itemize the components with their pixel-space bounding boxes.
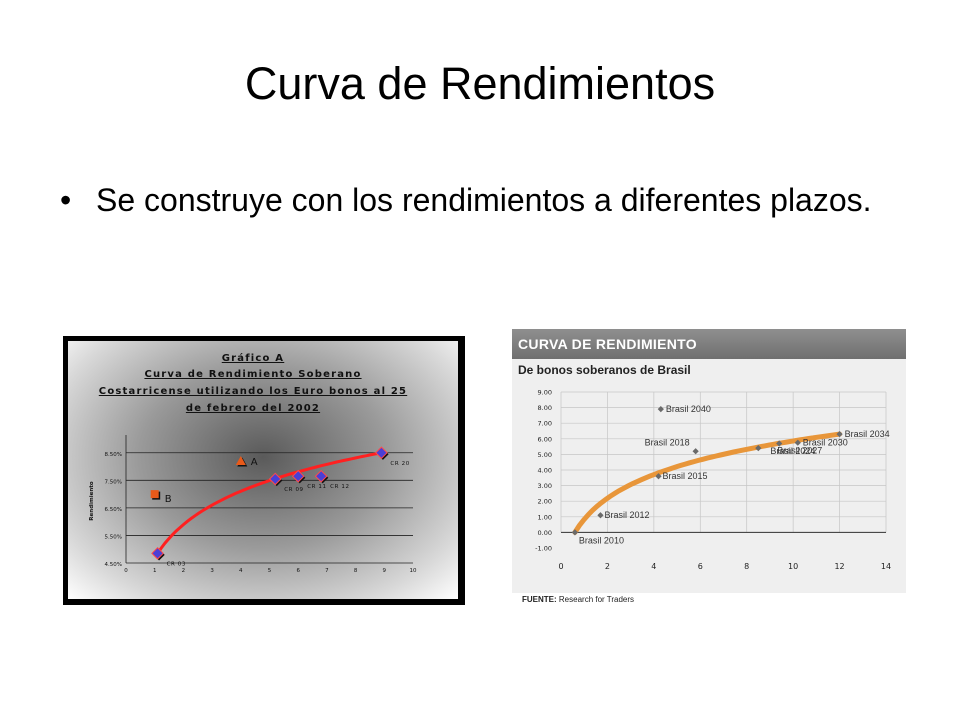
y-tick-label: 8.00 [538, 404, 552, 412]
chart-brasil-source: FUENTE: Research for Traders [522, 595, 634, 604]
chart-brasil-source-text: Research for Traders [558, 595, 635, 604]
data-point-label: Brasil 2012 [604, 510, 649, 520]
outlier-marker [235, 456, 246, 466]
data-point-label: Brasil 2010 [579, 535, 624, 545]
x-tick-label: 1 [153, 568, 157, 574]
chart-costa-rica-svg: Gráfico A Curva de Rendimiento Soberano Co… [89, 352, 417, 574]
y-tick-label: 1.00 [538, 513, 552, 521]
trend-line [572, 431, 843, 535]
y-tick-label: 0.00 [538, 529, 552, 537]
x-tick-label: 14 [881, 562, 891, 571]
x-tick-label: 2 [605, 562, 610, 571]
data-point [597, 512, 604, 519]
bullet-text: Se construye con los rendimientos a dife… [96, 182, 872, 218]
outlier-label: A [251, 457, 258, 468]
y-tick-label: 4.00 [538, 467, 552, 475]
x-tick-label: 3 [210, 568, 214, 574]
chart-title-line: Gráfico A [222, 352, 285, 364]
x-tick-label: 8 [354, 568, 358, 574]
data-point [268, 472, 282, 486]
x-tick-label: 2 [182, 568, 186, 574]
bullet-dot-icon: • [60, 182, 72, 218]
trend-line [156, 451, 382, 555]
outlier-label: B [165, 494, 172, 505]
y-tick-label: 8.50% [105, 452, 122, 458]
data-point-label: Brasil 2040 [666, 404, 711, 414]
x-tick-label: 0 [124, 568, 128, 574]
data-point-label: CR 09 [284, 487, 303, 493]
chart-brasil-background [512, 359, 906, 593]
y-axis-label: Rendimiento [89, 481, 95, 521]
x-tick-label: 10 [788, 562, 798, 571]
chart-title-line: Costarricense utilizando los Euro bonos … [99, 386, 407, 397]
chart-brasil-title: De bonos soberanos de Brasil [518, 363, 691, 377]
chart-brasil: CURVA DE RENDIMIENTO De bonos soberanos … [512, 329, 906, 608]
y-tick-label: 3.00 [538, 482, 552, 490]
x-tick-label: 6 [296, 568, 300, 574]
x-tick-label: 10 [410, 568, 417, 574]
data-point [836, 431, 843, 438]
x-tick-label: 12 [834, 562, 844, 571]
x-tick-label: 7 [325, 568, 329, 574]
chart-brasil-header: CURVA DE RENDIMIENTO [512, 329, 906, 359]
data-point [151, 546, 164, 560]
x-tick-label: 9 [383, 568, 387, 574]
y-tick-label: 7.00 [538, 420, 552, 428]
x-tick-label: 6 [698, 562, 703, 571]
chart-title-line: de febrero del 2002 [186, 403, 320, 414]
data-point-label: CR 03 [167, 561, 186, 567]
data-point-label: CR 20 [390, 461, 409, 467]
chart-costa-rica-plot: Gráfico A Curva de Rendimiento Soberano Co… [68, 341, 458, 599]
y-tick-label: 5.50% [105, 534, 122, 540]
y-tick-label: 7.50% [105, 479, 122, 485]
data-point-label: Brasil 2018 [645, 437, 690, 447]
chart-costa-rica: Gráfico A Curva de Rendimiento Soberano Co… [63, 336, 465, 605]
data-point [375, 446, 388, 460]
data-point-label: Brasil 2024 [770, 446, 815, 456]
data-point-label: CR 11 [307, 484, 326, 490]
x-tick-label: 8 [744, 562, 749, 571]
y-tick-label: 9.00 [538, 389, 552, 397]
data-point [291, 469, 305, 483]
data-point [314, 469, 328, 483]
y-tick-label: 2.00 [538, 498, 552, 506]
outlier-marker [150, 490, 159, 499]
data-point-label: Brasil 2034 [845, 429, 890, 439]
chart-brasil-source-label: FUENTE: [522, 595, 557, 604]
chart-title-line: Curva de Rendimiento Soberano [144, 369, 361, 380]
x-tick-label: 5 [268, 568, 272, 574]
y-tick-label: 6.00 [538, 435, 552, 443]
y-tick-label: 6.50% [105, 507, 122, 513]
x-tick-label: 0 [558, 562, 563, 571]
x-tick-label: 4 [651, 562, 656, 571]
data-point [657, 406, 664, 413]
data-point-label: CR 12 [330, 484, 349, 490]
chart-brasil-svg: 9.00 8.00 7.00 6.00 5.00 4.00 3.00 2.00 1.00 0.00… [535, 389, 891, 572]
data-point-label: Brasil 2030 [803, 438, 848, 448]
slide-title: Curva de Rendimientos [244, 58, 716, 109]
data-point-label: Brasil 2027 [777, 445, 822, 455]
y-tick-label: -1.00 [535, 545, 552, 553]
y-tick-label: 5.00 [538, 451, 552, 459]
data-point [692, 448, 699, 455]
y-tick-label: 4.50% [105, 562, 122, 568]
data-point-label: Brasil 2015 [663, 471, 708, 481]
x-tick-label: 4 [239, 568, 243, 574]
